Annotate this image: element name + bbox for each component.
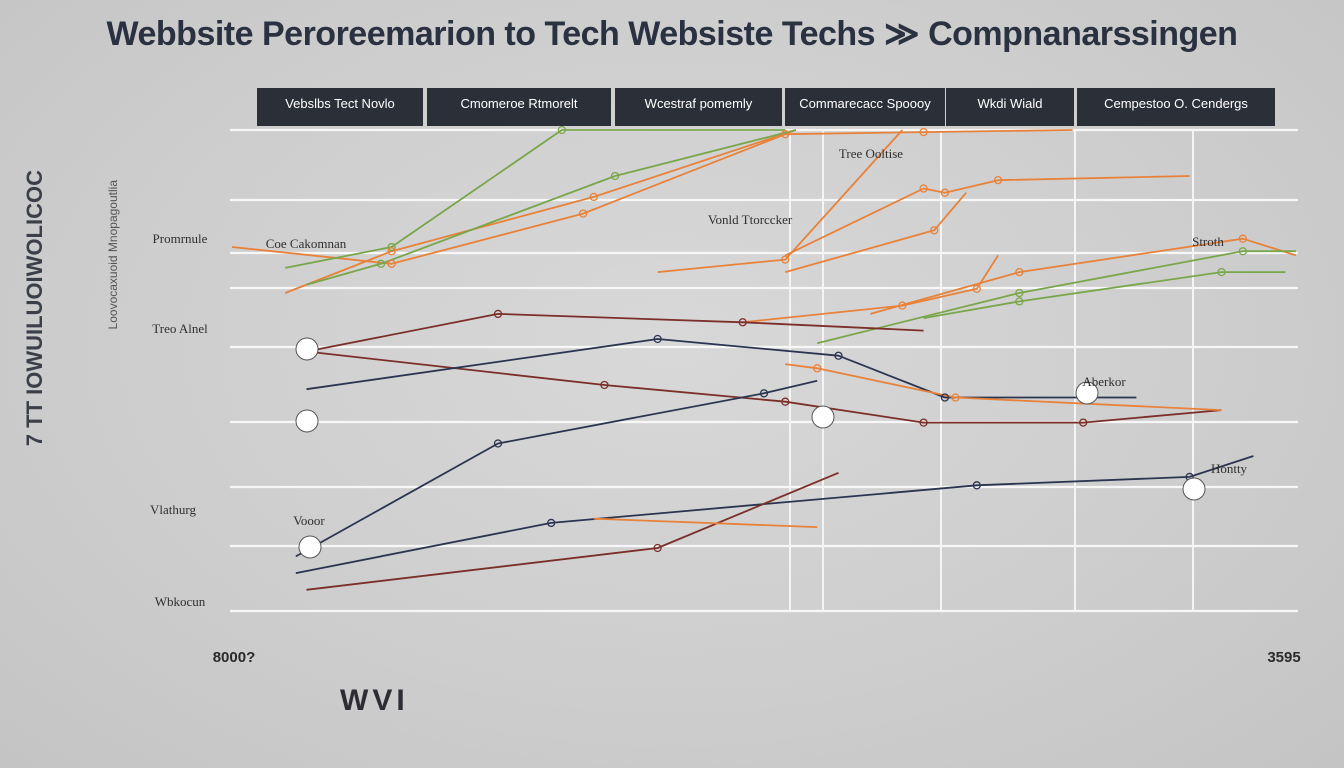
legend-label: Wcestraf pomemly xyxy=(645,96,753,111)
legend-label: Cempestoo O. Cendergs xyxy=(1104,96,1248,111)
endpoint-marker xyxy=(295,337,319,361)
data-point xyxy=(834,351,843,360)
series-lines xyxy=(231,129,1297,591)
endpoint-marker xyxy=(1182,477,1206,501)
endpoint-marker xyxy=(295,409,319,433)
series-line xyxy=(284,129,797,294)
endpoint-marker xyxy=(298,535,322,559)
data-point xyxy=(1015,297,1024,306)
data-point xyxy=(781,397,790,406)
legend-label: Wkdi Wiald xyxy=(977,96,1042,111)
data-point xyxy=(387,259,396,268)
annotation-label: Vooor xyxy=(293,513,325,528)
data-point xyxy=(781,130,790,139)
annotation-label: Vlathurg xyxy=(150,502,196,517)
data-point xyxy=(557,125,566,135)
series-line xyxy=(742,254,999,324)
series-line xyxy=(306,471,839,591)
annotation-label: Stroth xyxy=(1192,234,1224,249)
series-line xyxy=(295,379,818,558)
legend-box xyxy=(427,88,611,126)
data-point xyxy=(919,127,928,137)
data-point xyxy=(813,364,822,373)
series-line xyxy=(870,237,1297,315)
data-point xyxy=(940,393,950,402)
series-line xyxy=(306,338,1137,399)
series-line xyxy=(816,250,1296,345)
point-markers xyxy=(295,125,1247,559)
data-point xyxy=(1015,267,1024,277)
data-point xyxy=(781,255,790,264)
footer-text: WVI xyxy=(340,684,409,717)
data-point xyxy=(919,184,928,193)
data-point xyxy=(493,309,503,319)
legend: Vebslbs Tect Novlo Cmomeroe Rtmorelt Wcest… xyxy=(257,88,1275,126)
data-point xyxy=(759,389,769,398)
data-point xyxy=(1079,418,1088,427)
data-point xyxy=(1238,234,1247,243)
series-line xyxy=(285,129,786,269)
series-line xyxy=(784,175,1190,257)
legend-box xyxy=(946,88,1074,126)
data-point xyxy=(1238,247,1247,256)
data-point xyxy=(1217,267,1226,277)
annotation-label: Vonld Ttorccker xyxy=(708,212,793,227)
legend-box xyxy=(615,88,782,126)
annotation-label: Coe Cakomnan xyxy=(266,236,347,251)
data-point xyxy=(376,259,386,268)
data-point xyxy=(493,439,503,448)
data-point xyxy=(951,393,960,402)
annotations: Promrnule Coe Cakomnan Treo Alnel Vlathurg W… xyxy=(150,146,1248,609)
series-line xyxy=(785,363,1222,411)
vertical-guides xyxy=(789,130,1194,611)
annotation-label: Treo Alnel xyxy=(152,321,208,336)
data-point xyxy=(387,247,396,256)
legend-box xyxy=(257,88,423,126)
data-point xyxy=(1015,288,1024,298)
grid-lines xyxy=(230,128,1298,613)
annotation-label: Aberkor xyxy=(1082,374,1126,389)
data-point xyxy=(972,284,981,293)
endpoint-marker xyxy=(811,405,835,429)
series-line xyxy=(785,192,967,273)
annotation-label: Hontty xyxy=(1211,461,1248,476)
legend-label: Commarecacc Spoooy xyxy=(799,96,931,111)
data-point xyxy=(930,226,939,235)
series-line xyxy=(306,129,797,286)
annotation-label: Tree Ooltise xyxy=(839,146,903,161)
data-point xyxy=(387,242,396,252)
series-line xyxy=(923,271,1286,319)
annotation-label: Promrnule xyxy=(153,231,208,246)
legend-label: Cmomeroe Rtmorelt xyxy=(460,96,577,111)
series-line xyxy=(231,129,1073,265)
data-point xyxy=(919,418,928,427)
series-line xyxy=(295,455,1254,574)
data-point xyxy=(898,301,907,310)
series-line xyxy=(657,129,903,273)
data-point xyxy=(547,518,556,528)
endpoint-marker xyxy=(1075,381,1099,405)
data-point xyxy=(972,481,981,490)
data-point xyxy=(940,188,950,197)
legend-box xyxy=(785,88,945,126)
data-point xyxy=(600,380,609,390)
x-tick-label: 8000? xyxy=(213,649,256,666)
data-point xyxy=(653,543,662,553)
data-point xyxy=(993,176,1003,185)
annotation-label: Wbkocun xyxy=(155,594,206,609)
series-line xyxy=(306,350,1222,424)
series-line xyxy=(593,517,818,528)
x-tick-labels: 8000? 3595 xyxy=(213,649,1301,666)
data-point xyxy=(578,209,588,218)
data-point xyxy=(589,192,598,202)
x-tick-label: 3595 xyxy=(1267,649,1300,666)
legend-box xyxy=(1077,88,1275,126)
chart-title: Webbsite Peroreemarion to Tech Websiste … xyxy=(106,15,1238,53)
data-point xyxy=(653,334,662,344)
series-line xyxy=(306,312,924,353)
data-point xyxy=(610,171,620,181)
legend-label: Vebslbs Tect Novlo xyxy=(285,96,395,111)
data-point xyxy=(738,318,747,327)
